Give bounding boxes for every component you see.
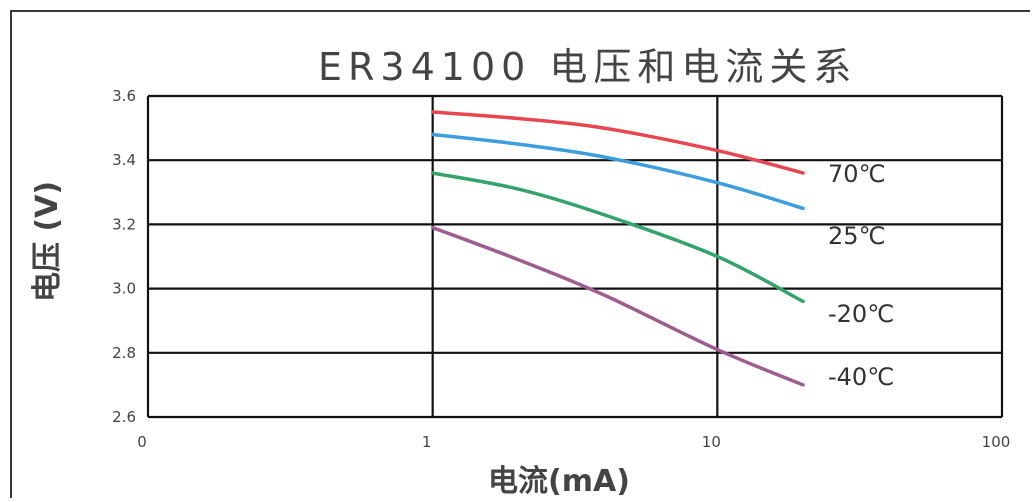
legend-label: 70℃ xyxy=(828,160,886,188)
x-tick-label: 1 xyxy=(422,433,432,451)
series-line xyxy=(430,132,805,211)
x-tick-label: 0 xyxy=(137,433,147,451)
x-tick-label: 10 xyxy=(702,433,721,451)
chart-frame xyxy=(10,10,1030,498)
y-tick-label: 3.4 xyxy=(112,151,136,169)
y-tick-label: 2.8 xyxy=(112,344,136,362)
chart-title: ER34100 电压和电流关系 xyxy=(318,45,858,89)
series-line xyxy=(430,110,805,175)
legend-label: 25℃ xyxy=(828,222,886,250)
x-axis-label: 电流(mA) xyxy=(488,464,630,499)
x-tick-label: 100 xyxy=(982,433,1011,451)
series-line xyxy=(430,225,805,387)
y-tick-label: 2.6 xyxy=(112,408,136,426)
y-tick-label: 3.2 xyxy=(112,215,136,233)
legend-label: -20℃ xyxy=(828,300,894,328)
y-tick-label: 3.6 xyxy=(112,87,136,105)
y-tick-label: 3.0 xyxy=(112,280,136,298)
legend-label: -40℃ xyxy=(828,363,894,391)
